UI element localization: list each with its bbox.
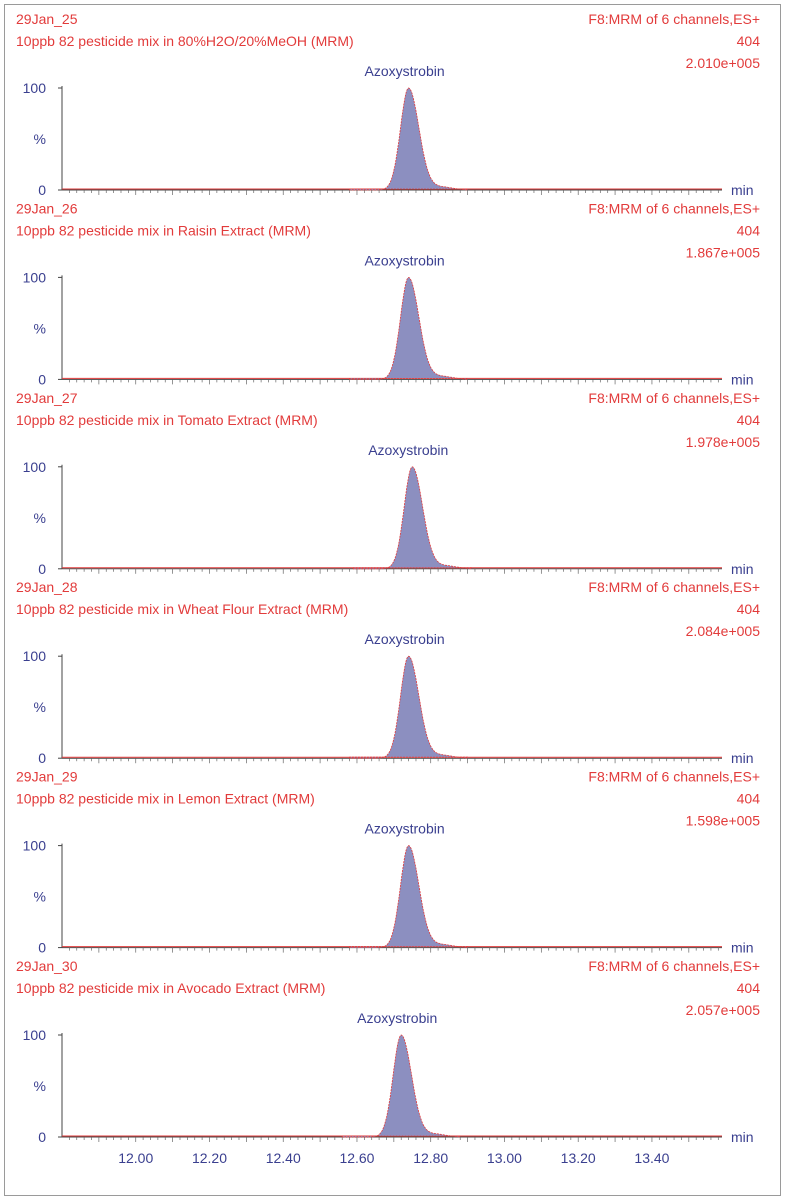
chromatogram-panel: 29Jan_26 10ppb 82 pesticide mix in Raisin… (16, 200, 760, 387)
sample-name: 29Jan_27 (16, 390, 78, 406)
y-tick-label: % (34, 889, 46, 905)
peak-fill (352, 466, 472, 570)
sample-name: 29Jan_26 (16, 200, 78, 216)
chromatogram-panel: 29Jan_30 10ppb 82 pesticide mix in Avocad… (16, 958, 760, 1145)
sample-description: 10ppb 82 pesticide mix in Avocado Extrac… (16, 980, 325, 996)
x-axis-label: min (731, 371, 754, 387)
peak-fill (349, 655, 468, 759)
channel-label: 404 (737, 222, 761, 238)
sample-name: 29Jan_29 (16, 769, 78, 785)
chart-frame (4, 4, 781, 1196)
y-tick-label: % (34, 1078, 46, 1094)
y-tick-label: 100 (23, 1027, 47, 1043)
sample-description: 10ppb 82 pesticide mix in Wheat Flour Ex… (16, 601, 348, 617)
x-axis-label: min (731, 561, 754, 577)
function-label: F8:MRM of 6 channels,ES+ (588, 579, 760, 595)
sample-description: 10ppb 82 pesticide mix in Raisin Extract… (16, 222, 311, 238)
sample-description: 10ppb 82 pesticide mix in Tomato Extract… (16, 412, 318, 428)
y-tick-label: 100 (23, 269, 47, 285)
y-tick-label: % (34, 510, 46, 526)
intensity-label: 1.867e+005 (686, 244, 761, 260)
channel-label: 404 (737, 791, 761, 807)
channel-label: 404 (737, 33, 761, 49)
intensity-label: 2.084e+005 (686, 623, 761, 639)
x-axis-label: min (731, 940, 754, 956)
intensity-label: 2.057e+005 (686, 1002, 761, 1018)
x-axis-label: min (731, 750, 754, 766)
intensity-label: 1.598e+005 (686, 813, 761, 829)
x-tick-label: 13.00 (487, 1150, 522, 1166)
channel-label: 404 (737, 412, 761, 428)
function-label: F8:MRM of 6 channels,ES+ (588, 200, 760, 216)
sample-description: 10ppb 82 pesticide mix in Lemon Extract … (16, 791, 315, 807)
x-tick-label: 12.00 (118, 1150, 153, 1166)
channel-label: 404 (737, 601, 761, 617)
y-tick-label: 0 (38, 371, 46, 387)
peak-fill (341, 1034, 461, 1138)
peak-label: Azoxystrobin (365, 821, 445, 837)
channel-label: 404 (737, 980, 761, 996)
sample-description: 10ppb 82 pesticide mix in 80%H2O/20%MeOH… (16, 33, 354, 49)
sample-name: 29Jan_25 (16, 11, 78, 27)
x-tick-label: 13.40 (634, 1150, 669, 1166)
y-tick-label: 100 (23, 648, 47, 664)
chromatogram-panel: 29Jan_27 10ppb 82 pesticide mix in Tomato… (16, 390, 760, 577)
y-tick-label: 100 (23, 80, 47, 96)
y-tick-label: % (34, 320, 46, 336)
y-tick-label: 0 (38, 940, 46, 956)
y-tick-label: 0 (38, 1129, 46, 1145)
y-tick-label: 0 (38, 561, 46, 577)
sample-name: 29Jan_30 (16, 958, 78, 974)
function-label: F8:MRM of 6 channels,ES+ (588, 769, 760, 785)
peak-label: Azoxystrobin (357, 1010, 437, 1026)
y-tick-label: 0 (38, 750, 46, 766)
x-tick-label: 13.20 (561, 1150, 596, 1166)
y-tick-label: 100 (23, 459, 47, 475)
sample-name: 29Jan_28 (16, 579, 78, 595)
peak-fill (349, 276, 468, 380)
function-label: F8:MRM of 6 channels,ES+ (588, 390, 760, 406)
peak-label: Azoxystrobin (368, 442, 448, 458)
x-tick-label: 12.20 (192, 1150, 227, 1166)
function-label: F8:MRM of 6 channels,ES+ (588, 11, 760, 27)
x-axis-label: min (731, 182, 754, 198)
peak-label: Azoxystrobin (365, 631, 445, 647)
y-tick-label: % (34, 699, 46, 715)
x-tick-label: 12.60 (339, 1150, 374, 1166)
function-label: F8:MRM of 6 channels,ES+ (588, 958, 760, 974)
y-tick-label: 0 (38, 182, 46, 198)
intensity-label: 2.010e+005 (686, 55, 761, 71)
y-tick-label: 100 (23, 838, 47, 854)
chromatogram-panel: 29Jan_25 10ppb 82 pesticide mix in 80%H2O… (16, 11, 760, 198)
peak-label: Azoxystrobin (365, 63, 445, 79)
x-axis-label: min (731, 1129, 754, 1145)
y-tick-label: % (34, 131, 46, 147)
intensity-label: 1.978e+005 (686, 434, 761, 450)
x-tick-label: 12.40 (266, 1150, 301, 1166)
x-tick-label: 12.80 (413, 1150, 448, 1166)
peak-fill (349, 845, 468, 948)
chromatogram-panel: 29Jan_28 10ppb 82 pesticide mix in Wheat … (16, 579, 760, 766)
peak-label: Azoxystrobin (365, 252, 445, 268)
chromatogram-panel: 29Jan_29 10ppb 82 pesticide mix in Lemon … (16, 769, 760, 956)
peak-fill (349, 87, 468, 191)
